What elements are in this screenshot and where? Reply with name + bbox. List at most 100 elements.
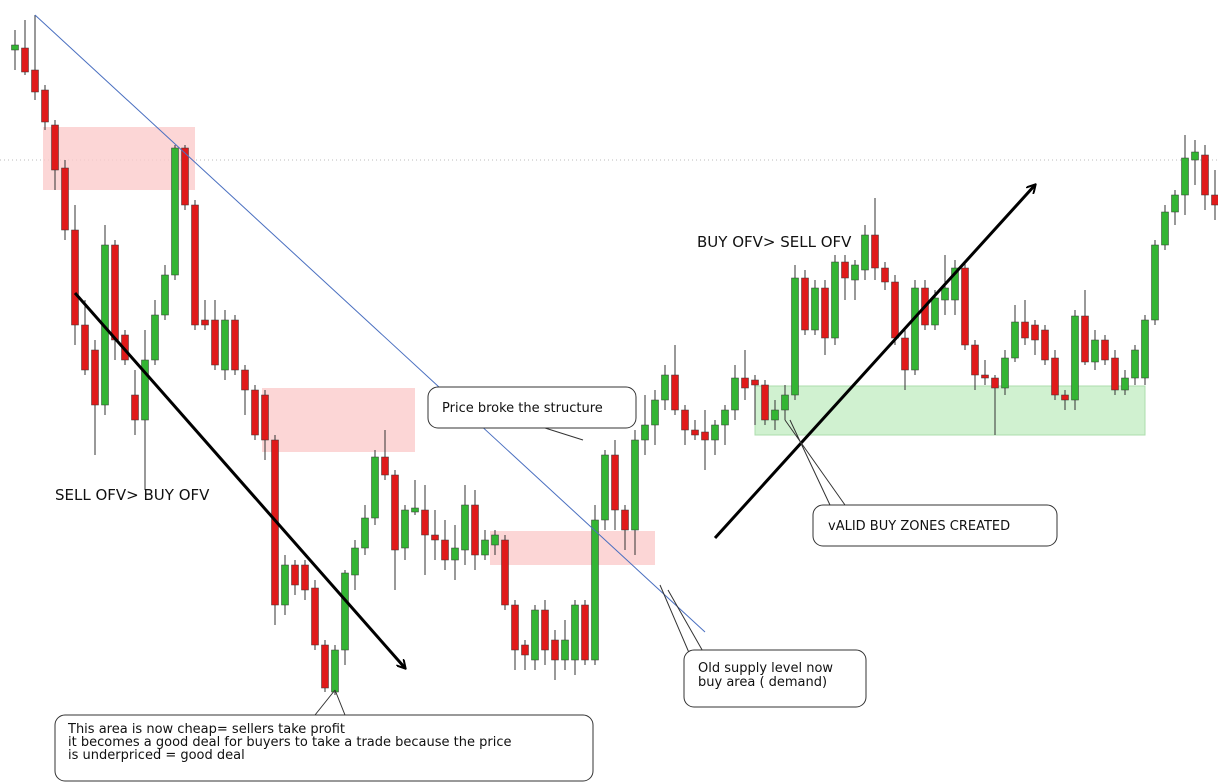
candle-body: [891, 281, 899, 339]
candle-body: [51, 124, 59, 171]
candle-body: [861, 234, 869, 271]
candle-body: [491, 534, 499, 546]
candle-body: [391, 474, 399, 551]
callout: [812, 504, 1058, 547]
candle-body: [291, 564, 299, 586]
demand-zone: [754, 385, 1146, 436]
candle-body: [1081, 315, 1089, 363]
candle-body: [791, 277, 799, 396]
candle-body: [651, 399, 659, 426]
candle-body: [41, 89, 49, 123]
candle-body: [451, 547, 459, 561]
candle-body: [81, 324, 89, 371]
line: it becomes a good deal for buyers to tak…: [68, 735, 511, 750]
candle-body: [151, 314, 159, 361]
candles: [11, 15, 1218, 695]
candle-body: [181, 147, 189, 206]
candle-body: [1141, 319, 1149, 379]
candle-body: [231, 319, 239, 371]
candle-body: [191, 204, 199, 326]
candle-body: [401, 509, 409, 549]
candle-body: [981, 374, 989, 379]
label: SELL OFV> BUY OFV: [55, 486, 210, 504]
candle-body: [851, 264, 859, 281]
candle-body: [511, 604, 519, 651]
candle-body: [461, 504, 469, 551]
candle-body: [911, 287, 919, 371]
candle-body: [421, 509, 429, 536]
candle-body: [1131, 349, 1139, 379]
candle-body: [571, 604, 579, 661]
candle-body: [821, 287, 829, 339]
line: is underpriced = good deal: [68, 748, 245, 763]
candle-body: [1001, 357, 1009, 389]
candle-body: [1121, 377, 1129, 391]
candle-body: [901, 337, 909, 371]
candle-body: [531, 609, 539, 661]
candle-body: [481, 539, 489, 556]
candle-body: [991, 377, 999, 389]
candle-body: [501, 539, 509, 606]
candle-body: [1091, 339, 1099, 363]
candle-body: [621, 509, 629, 531]
pointer: [784, 419, 846, 506]
candle-body: [951, 267, 959, 301]
candle-body: [561, 639, 569, 661]
candle-body: [241, 369, 249, 391]
candle-body: [1211, 194, 1218, 206]
candle-body: [141, 359, 149, 421]
candle-body: [611, 454, 619, 511]
candle-body: [1181, 157, 1189, 196]
candle-body: [1051, 357, 1059, 396]
candle-body: [251, 389, 259, 436]
candle-body: [1041, 329, 1049, 361]
down-arrow: [73, 292, 405, 668]
callout-text: vALID BUY ZONES CREATED: [828, 519, 1010, 534]
candle-body: [1061, 394, 1069, 401]
candle-body: [1201, 154, 1209, 196]
candle-body: [321, 644, 329, 689]
candle-body: [811, 287, 819, 331]
line: This area is now cheap= sellers take pro…: [67, 722, 345, 737]
candle-body: [1111, 357, 1119, 391]
candle-body: [771, 409, 779, 421]
candle-body: [111, 244, 119, 341]
candle-body: [781, 394, 789, 411]
candle-body: [691, 429, 699, 436]
callout-text: Price broke the structure: [442, 401, 603, 416]
line: buy area ( demand): [698, 675, 827, 690]
callout: [427, 386, 637, 429]
candle-body: [631, 439, 639, 531]
candle-body: [751, 379, 759, 386]
candle-body: [261, 394, 269, 441]
candle-body: [731, 377, 739, 411]
candle-body: [341, 572, 349, 651]
candle-body: [1021, 321, 1029, 339]
candle-body: [11, 44, 19, 51]
candle-body: [741, 377, 749, 389]
candle-body: [801, 277, 809, 331]
callout: [683, 649, 867, 708]
candle-body: [301, 564, 309, 591]
candle-body: [831, 261, 839, 339]
candle-body: [91, 349, 99, 406]
callout: [54, 714, 594, 782]
candle-body: [311, 587, 319, 646]
candle-body: [661, 374, 669, 401]
candle-body: [681, 409, 689, 431]
candle-body: [701, 431, 709, 441]
candle-body: [551, 639, 559, 661]
candle-body: [941, 287, 949, 301]
candle-body: [521, 644, 529, 656]
trend-line: [34, 14, 706, 633]
candle-body: [1011, 321, 1019, 359]
candle-body: [1171, 194, 1179, 213]
candle-body: [1071, 315, 1079, 401]
candle-body: [711, 424, 719, 441]
candle-body: [471, 504, 479, 556]
line: Old supply level now: [698, 661, 833, 676]
pointer: [314, 689, 346, 716]
candle-body: [881, 267, 889, 283]
callout-text: This area is now cheap= sellers take pro…: [67, 722, 511, 763]
